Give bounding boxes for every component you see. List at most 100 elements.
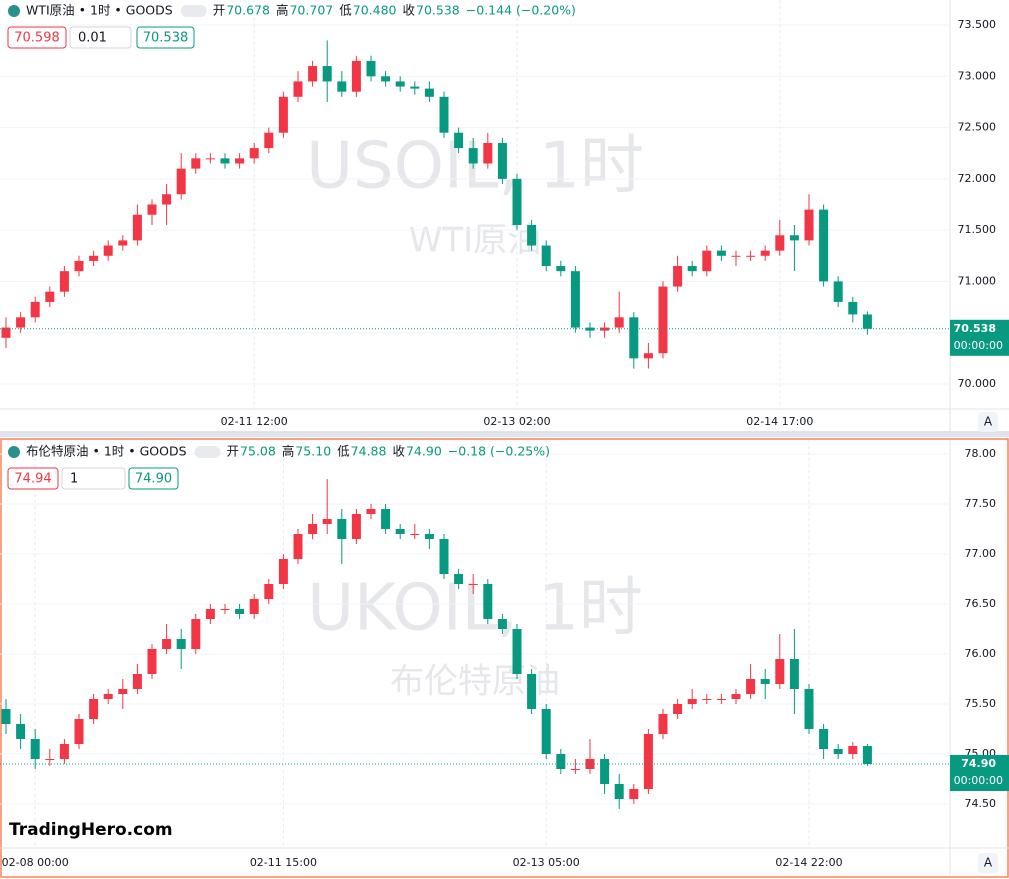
candle-body — [789, 235, 799, 241]
candle-body — [702, 250, 712, 272]
candle-body — [1, 327, 11, 338]
candle-body — [308, 524, 318, 534]
order-button[interactable] — [69, 26, 132, 49]
candle-body — [512, 178, 522, 226]
price-tag — [950, 755, 1009, 791]
candle-body — [118, 240, 128, 246]
candle-body — [74, 260, 84, 272]
candle-body — [395, 529, 405, 534]
y-tick-label: 72.000 — [958, 172, 997, 185]
x-tick-label: 02-08 00:00 — [2, 856, 69, 869]
candle-body — [527, 674, 537, 709]
candle-body — [176, 639, 186, 649]
candle-body — [132, 214, 142, 241]
order-button[interactable] — [128, 467, 179, 490]
candle-body — [862, 314, 872, 329]
ohlc-label: 低 — [337, 444, 350, 459]
candle-body — [833, 281, 843, 302]
y-tick-label: 73.000 — [958, 69, 997, 82]
candle-body — [819, 209, 829, 282]
candle-body — [746, 679, 756, 694]
candle-body — [527, 225, 537, 246]
pill-icon — [194, 446, 221, 458]
candle-body — [731, 255, 741, 257]
candle-body — [439, 539, 449, 574]
ohlc-value: 70.538 — [416, 3, 460, 18]
candle-body — [731, 694, 741, 699]
y-tick-label: 71.500 — [958, 223, 997, 236]
candle-body — [716, 250, 726, 256]
candle-body — [366, 509, 376, 514]
price-tag-value: 74.90 — [961, 757, 996, 770]
auto-scale-button[interactable] — [978, 853, 998, 873]
x-tick-label: 02-11 15:00 — [250, 856, 317, 869]
order-button[interactable] — [7, 26, 67, 49]
candle-body — [600, 759, 610, 784]
candle-body — [629, 317, 639, 359]
candle-body — [673, 266, 683, 287]
y-tick-label: 75.50 — [965, 697, 997, 710]
ohlc-value: 74.88 — [351, 444, 387, 459]
symbol-icon — [8, 5, 20, 17]
order-button-label[interactable]: 74.90 — [135, 472, 172, 487]
ohlc-label: 收 — [403, 3, 416, 18]
order-button-label[interactable]: 0.01 — [78, 31, 107, 46]
candle-body — [716, 699, 726, 700]
ohlc-label: 高 — [276, 3, 289, 18]
candle-body — [264, 132, 274, 149]
order-button-label[interactable]: 74.94 — [14, 472, 51, 487]
auto-scale-button[interactable] — [978, 412, 998, 432]
candle-body — [585, 327, 595, 331]
active-pane-border — [0, 438, 1009, 878]
auto-scale-label[interactable]: A — [984, 856, 993, 870]
candle-body — [746, 255, 756, 257]
candle-body — [220, 158, 230, 164]
ohlc-value: 74.90 — [406, 444, 442, 459]
candle-body — [45, 291, 55, 302]
candle-body — [804, 689, 814, 729]
candle-body — [556, 266, 566, 272]
candle-body — [278, 559, 288, 584]
y-tick-label: 77.00 — [965, 547, 997, 560]
order-button[interactable] — [61, 467, 126, 490]
candle-body — [351, 514, 361, 539]
y-tick-label: 76.00 — [965, 647, 997, 660]
pill-icon — [180, 5, 207, 17]
x-tick-label: 02-14 17:00 — [746, 415, 813, 428]
candle-body — [775, 235, 785, 251]
candle-body — [191, 158, 201, 169]
candle-body — [278, 96, 288, 133]
candle-body — [59, 271, 69, 292]
auto-scale-label[interactable]: A — [984, 415, 993, 429]
ohlc-value: 75.08 — [240, 444, 276, 459]
x-tick-label: 02-13 05:00 — [513, 856, 580, 869]
order-button[interactable] — [136, 26, 195, 49]
candle-body — [191, 619, 201, 649]
candle-body — [512, 629, 522, 674]
order-button-label[interactable]: 1 — [70, 472, 78, 487]
candle-body — [643, 353, 653, 359]
candle-body — [89, 255, 99, 261]
candle-body — [410, 534, 420, 535]
candle-body — [147, 649, 157, 674]
candle-body — [45, 759, 55, 760]
candle-body — [497, 619, 507, 629]
y-tick-label: 73.500 — [958, 18, 997, 31]
order-button-label[interactable]: 70.598 — [14, 31, 60, 46]
order-button[interactable] — [7, 467, 59, 490]
watermark: UKOIL, 1时 — [307, 572, 643, 646]
candle-body — [862, 746, 872, 764]
y-tick-label: 74.50 — [965, 797, 997, 810]
candle-body — [395, 81, 405, 87]
candle-body — [176, 168, 186, 195]
candle-body — [1, 709, 11, 724]
order-button-label[interactable]: 70.538 — [143, 31, 189, 46]
candle-body — [366, 60, 376, 77]
y-tick-label: 71.000 — [958, 274, 997, 287]
ohlc-value: 75.10 — [295, 444, 331, 459]
y-tick-label: 78.00 — [965, 447, 997, 460]
ohlc-label: 开 — [213, 3, 226, 18]
candle-body — [147, 204, 157, 215]
candle-body — [103, 694, 113, 699]
candle-body — [804, 209, 814, 241]
